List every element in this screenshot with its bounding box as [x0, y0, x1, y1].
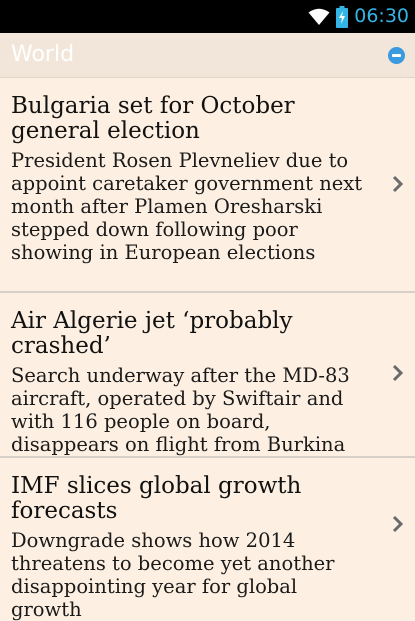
battery-charging-icon [336, 5, 349, 28]
article-item[interactable]: IMF slices global growth forecasts Downg… [0, 458, 415, 621]
wifi-icon [308, 8, 330, 25]
article-item[interactable]: Bulgaria set for October general electio… [0, 78, 415, 293]
article-headline: Air Algerie jet ‘probably crashed’ [11, 308, 293, 359]
article-headline: Bulgaria set for October general electio… [11, 93, 295, 144]
article-item[interactable]: Air Algerie jet ‘probably crashed’ Searc… [0, 293, 415, 479]
status-icons: 06:30 [308, 0, 409, 33]
article-summary: President Rosen Plevneliev due to appoin… [11, 149, 363, 264]
status-bar: 06:30 [0, 0, 415, 33]
status-time: 06:30 [354, 5, 409, 27]
article-list: Bulgaria set for October general electio… [0, 78, 415, 621]
chevron-right-icon [392, 364, 404, 382]
chevron-right-icon [392, 175, 404, 193]
section-header[interactable]: World [0, 33, 415, 78]
minus-circle-icon[interactable] [388, 47, 405, 64]
chevron-right-icon [392, 515, 404, 533]
article-summary: Downgrade shows how 2014 threatens to be… [11, 529, 335, 621]
section-title: World [11, 42, 75, 67]
article-headline: IMF slices global growth forecasts [11, 473, 302, 524]
